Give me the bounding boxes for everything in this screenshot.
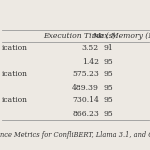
Text: ication: ication [2,45,27,52]
Text: 730.14: 730.14 [72,96,99,105]
Text: 95: 95 [103,84,113,92]
Text: 575.23: 575.23 [72,70,99,78]
Text: 489.39: 489.39 [72,84,99,92]
Text: 1.42: 1.42 [82,57,99,66]
Text: Execution Time (s): Execution Time (s) [43,32,116,40]
Text: 95: 95 [103,70,113,78]
Text: Max Memory (M: Max Memory (M [93,32,150,40]
Text: ance Metrics for ConfliBERT, Llama 3.1, and G: ance Metrics for ConfliBERT, Llama 3.1, … [0,131,150,139]
Text: ication: ication [2,96,27,105]
Text: 95: 95 [103,110,113,117]
Text: 3.52: 3.52 [82,45,99,52]
Text: ication: ication [2,70,27,78]
Text: 91: 91 [103,45,113,52]
Text: 95: 95 [103,57,113,66]
Text: 866.23: 866.23 [72,110,99,117]
Text: 95: 95 [103,96,113,105]
